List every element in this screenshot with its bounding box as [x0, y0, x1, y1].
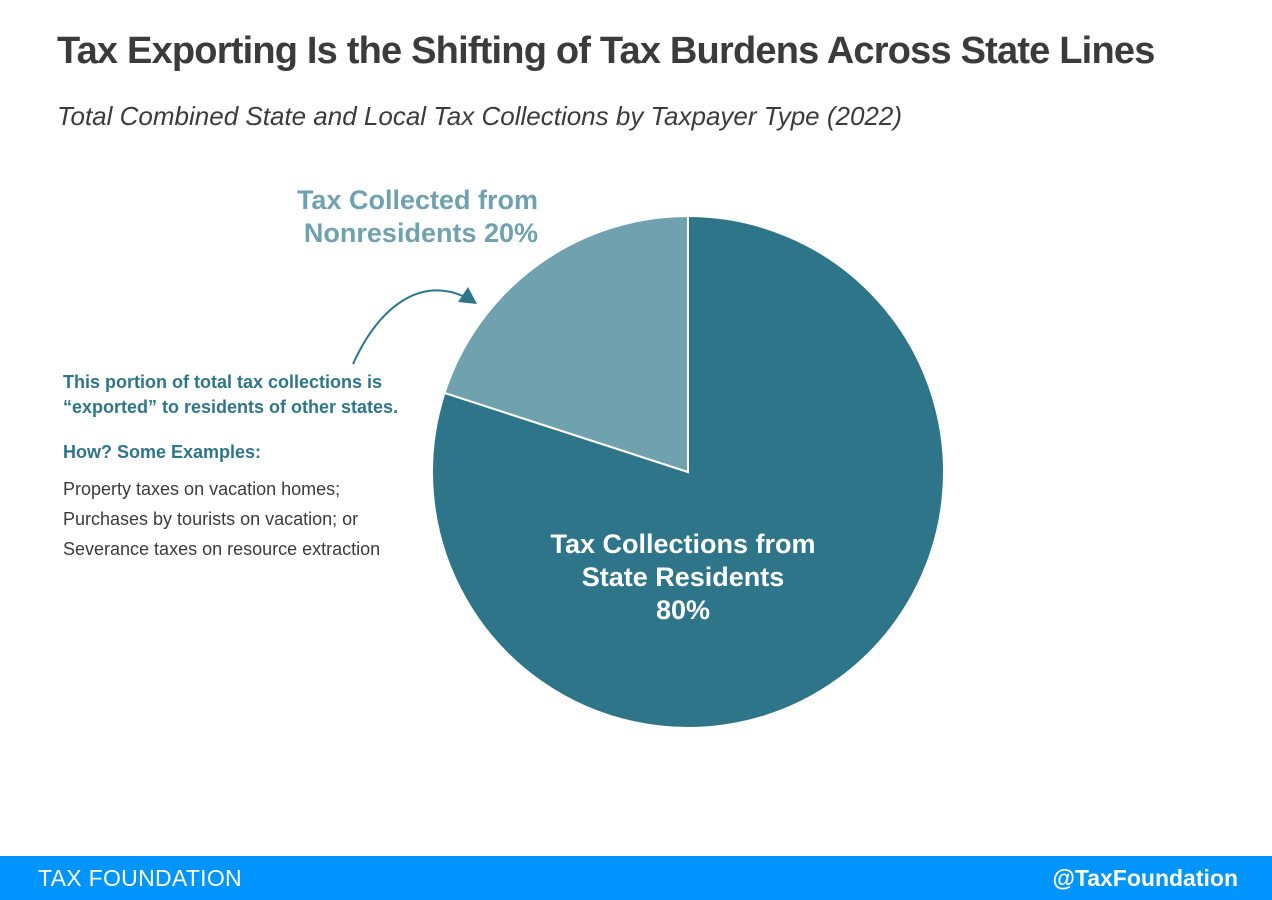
footer-handle: @TaxFoundation	[1052, 865, 1238, 891]
slice-label-residents-line-1: Tax Collections from	[550, 529, 816, 559]
pie-chart	[352, 214, 945, 729]
slice-label-nonresidents-line-1: Tax Collected from	[296, 185, 538, 215]
examples-list: Property taxes on vacation homes; Purcha…	[63, 474, 443, 564]
example-item: Severance taxes on resource extraction	[63, 539, 381, 559]
annotation-arrow-curve	[352, 289, 464, 365]
slice-label-residents-line-2: State Residents	[581, 562, 785, 592]
pie-slice-residents	[431, 214, 945, 729]
pie-slice-nonresidents	[443, 214, 689, 474]
footer-bar: TAX FOUNDATION @TaxFoundation	[0, 856, 1272, 900]
slice-label-residents-line-3: 80%	[655, 595, 711, 625]
annotation-arrow-head	[458, 287, 477, 304]
exported-note: This portion of total tax collections is…	[63, 372, 399, 417]
chart-subtitle: Total Combined State and Local Tax Colle…	[57, 101, 903, 131]
slice-label-nonresidents-line-2: Nonresidents 20%	[303, 218, 538, 248]
slice-label-residents: Tax Collections from State Residents 80%	[520, 528, 846, 627]
slice-label-nonresidents: Tax Collected from Nonresidents 20%	[248, 184, 538, 250]
examples-heading: How? Some Examples:	[63, 442, 262, 462]
example-item: Purchases by tourists on vacation; or	[63, 509, 359, 529]
chart-title: Tax Exporting Is the Shifting of Tax Bur…	[57, 30, 1155, 72]
example-item: Property taxes on vacation homes;	[63, 479, 341, 499]
footer-brand: TAX FOUNDATION	[38, 865, 242, 891]
